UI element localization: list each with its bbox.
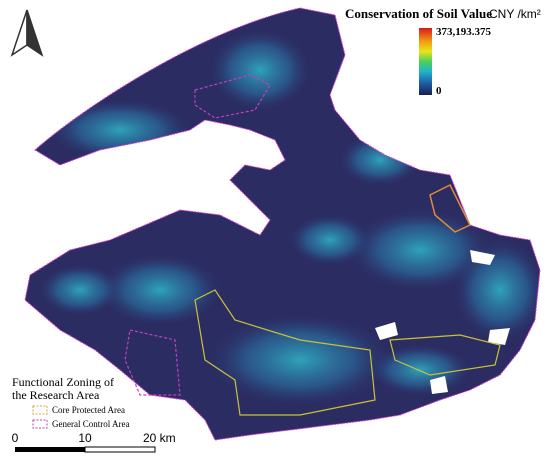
scale-label: 20 km bbox=[143, 431, 176, 445]
color-bar-max: 373,193.375 bbox=[436, 26, 492, 38]
color-bar-min: 0 bbox=[436, 85, 442, 97]
raster-patch bbox=[350, 210, 490, 290]
core-protected-zone bbox=[194, 289, 376, 416]
color-bar bbox=[419, 28, 432, 95]
raster-patch bbox=[40, 265, 120, 315]
zoning-title: the Research Area bbox=[12, 388, 100, 402]
north-arrow bbox=[26, 9, 44, 57]
scale-label: 10 bbox=[78, 431, 92, 445]
scale-bar bbox=[15, 447, 85, 452]
zoning-title: Functional Zoning of bbox=[12, 375, 114, 389]
legend-swatch bbox=[32, 405, 48, 415]
legend-swatch bbox=[32, 419, 48, 429]
raster-patch bbox=[100, 255, 220, 325]
general-control-zone bbox=[124, 329, 181, 396]
water-body bbox=[375, 322, 398, 340]
raster-patch bbox=[50, 100, 190, 160]
value-raster bbox=[40, 30, 540, 405]
raster-patch bbox=[210, 30, 310, 110]
legend-unit: CNY /km² bbox=[489, 7, 541, 21]
raster-patch bbox=[455, 240, 540, 340]
raster-patch bbox=[210, 315, 390, 405]
water-body bbox=[430, 376, 448, 394]
general-control-zone bbox=[194, 74, 271, 119]
core-protected-zone bbox=[389, 334, 501, 376]
water-body bbox=[470, 250, 495, 265]
legend-item: Core Protected Area bbox=[52, 405, 125, 415]
legend-item: General Control Area bbox=[52, 419, 129, 429]
raster-patch bbox=[370, 345, 470, 395]
raster-patch bbox=[290, 215, 370, 265]
north-arrow bbox=[10, 9, 28, 57]
water-body bbox=[488, 328, 510, 345]
raster-patch bbox=[340, 135, 420, 185]
core-protected-zone bbox=[429, 183, 472, 233]
scale-bar bbox=[84, 446, 156, 453]
scale-label: 0 bbox=[12, 431, 19, 445]
legend-title: Conservation of Soil Value bbox=[345, 6, 492, 21]
